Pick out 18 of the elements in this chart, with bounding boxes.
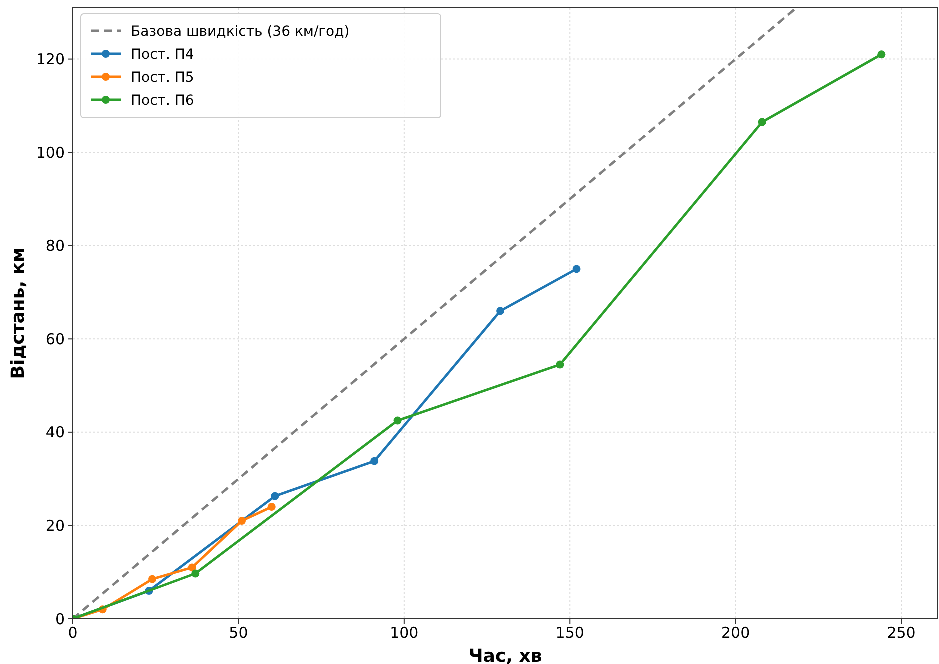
x-tick-label: 250 [887,624,916,642]
legend-label: Пост. П6 [131,92,194,109]
legend-label: Базова швидкість (36 км/год) [131,24,350,40]
y-tick-label: 40 [46,424,65,442]
x-tick-label: 200 [722,624,750,642]
legend-label: Пост. П5 [131,70,194,86]
y-tick-label: 0 [55,610,65,628]
x-tick-label: 0 [68,624,78,642]
y-tick-label: 20 [46,516,65,535]
y-tick-label: 100 [36,144,65,162]
y-tick-label: 120 [36,50,65,69]
x-tick-label: 100 [390,624,419,642]
legend-label: Пост. П4 [131,46,194,63]
y-axis-title: Відстань, км [8,248,29,380]
y-tick-label: 60 [46,330,65,348]
x-tick-label: 150 [556,624,584,642]
y-tick-label: 80 [46,237,65,256]
x-tick-label: 50 [229,624,248,642]
